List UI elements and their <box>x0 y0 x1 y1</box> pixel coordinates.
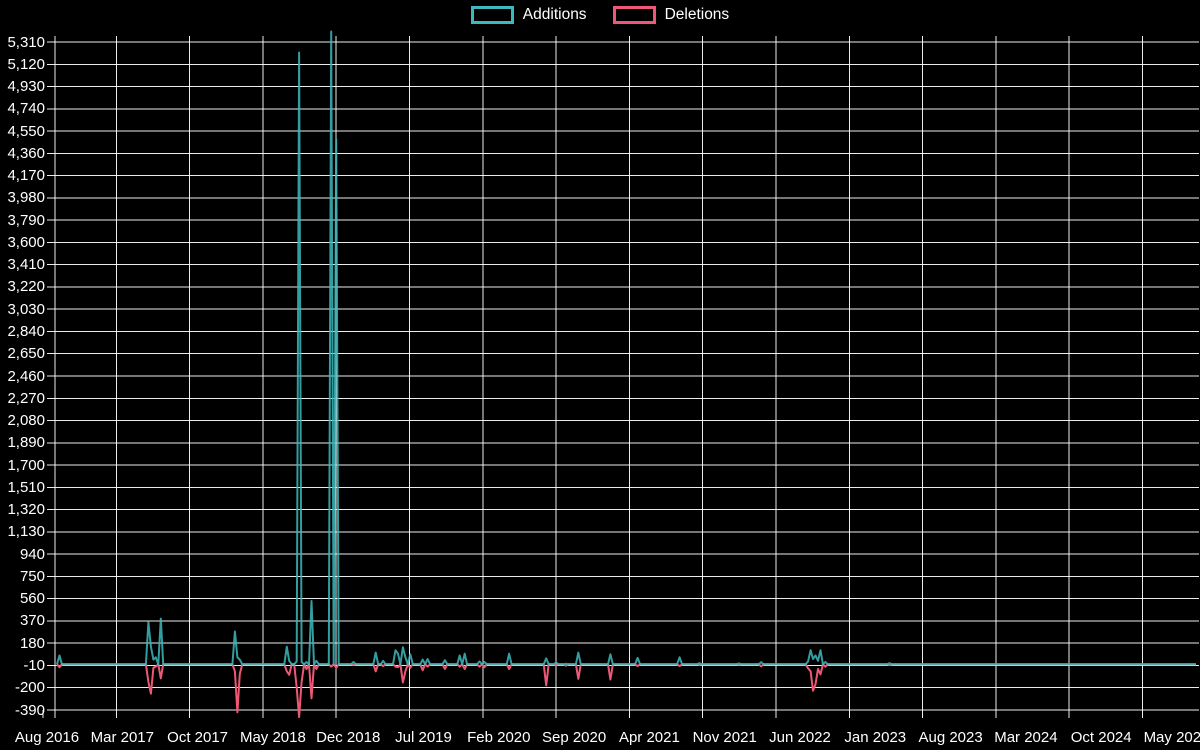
legend-label-additions: Additions <box>522 6 587 24</box>
y-axis-tick-label: 4,550 <box>7 122 45 140</box>
deletions-line <box>56 663 1196 718</box>
y-axis-tick-label: 1,320 <box>7 501 45 519</box>
y-axis-tick-label: 4,360 <box>7 144 45 162</box>
x-axis-tick-label: Apr 2021 <box>618 729 680 746</box>
additions-line <box>56 30 1196 666</box>
y-axis-tick-label: 5,120 <box>7 55 45 73</box>
x-axis-tick-label: Sep 2020 <box>541 729 607 746</box>
x-axis-tick-label: Mar 2024 <box>994 729 1058 746</box>
y-axis-tick-label: 1,890 <box>7 434 45 452</box>
y-axis-tick-label: 3,980 <box>7 189 45 207</box>
additions-swatch-icon <box>470 6 514 24</box>
chart-legend: Additions Deletions <box>0 6 1200 24</box>
y-axis-tick-label: 3,600 <box>7 233 45 251</box>
y-axis-tick-label: 2,650 <box>7 345 45 363</box>
legend-label-deletions: Deletions <box>664 6 730 24</box>
y-axis-tick-label: 750 <box>19 567 45 585</box>
y-axis-tick-label: 1,700 <box>7 456 45 474</box>
y-axis-tick-label: 180 <box>19 634 45 652</box>
x-axis-tick-label: Oct 2017 <box>167 729 229 746</box>
x-axis-tick-label: Mar 2017 <box>90 729 154 746</box>
y-axis-tick-label: 3,410 <box>7 256 45 274</box>
y-axis-tick-label: 560 <box>19 590 45 608</box>
y-axis-tick-label: 3,030 <box>7 300 45 318</box>
y-axis-tick-label: 2,270 <box>7 389 45 407</box>
x-axis-tick-label: May 2025 <box>1143 729 1200 746</box>
y-axis-tick-label: 4,740 <box>7 100 45 118</box>
y-axis-tick-label: 2,080 <box>7 412 45 429</box>
y-axis-tick-label: 4,170 <box>7 167 45 185</box>
x-axis-tick-label: Jun 2022 <box>769 729 831 746</box>
x-axis-tick-label: Oct 2024 <box>1070 729 1132 746</box>
y-axis-tick-label: 4,930 <box>7 78 45 95</box>
x-axis-tick-label: Jan 2023 <box>844 729 907 746</box>
y-axis-tick-label: 3,220 <box>7 278 45 296</box>
y-axis-tick-label: 2,460 <box>7 367 45 385</box>
y-axis-tick-label: 1,130 <box>7 523 45 541</box>
y-axis-tick-label: 1,510 <box>7 478 45 496</box>
grid-lines <box>42 36 1199 718</box>
x-axis-tick-label: Nov 2021 <box>692 729 757 746</box>
legend-item-additions[interactable]: Additions <box>470 6 587 24</box>
x-axis-tick-label: Dec 2018 <box>316 729 381 746</box>
y-axis-tick-label: 2,840 <box>7 323 45 340</box>
x-axis-tick-label: Aug 2023 <box>918 729 983 746</box>
y-axis-tick-label: 3,790 <box>7 211 45 229</box>
x-axis-tick-label: May 2018 <box>239 729 306 746</box>
deletions-swatch-icon <box>612 6 656 24</box>
y-axis-tick-label: 370 <box>19 612 45 630</box>
y-axis-tick-label: 5,310 <box>7 33 45 51</box>
x-axis-tick-label: Aug 2016 <box>14 729 80 746</box>
y-axis-tick-label: -10 <box>23 657 45 674</box>
y-axis-tick-label: 940 <box>19 545 45 563</box>
y-axis-tick-label: -200 <box>14 679 45 697</box>
x-axis-tick-label: Jul 2019 <box>395 729 452 746</box>
legend-item-deletions[interactable]: Deletions <box>612 6 730 24</box>
x-axis-tick-label: Feb 2020 <box>467 729 531 746</box>
y-axis-tick-label: -390 <box>14 701 45 719</box>
